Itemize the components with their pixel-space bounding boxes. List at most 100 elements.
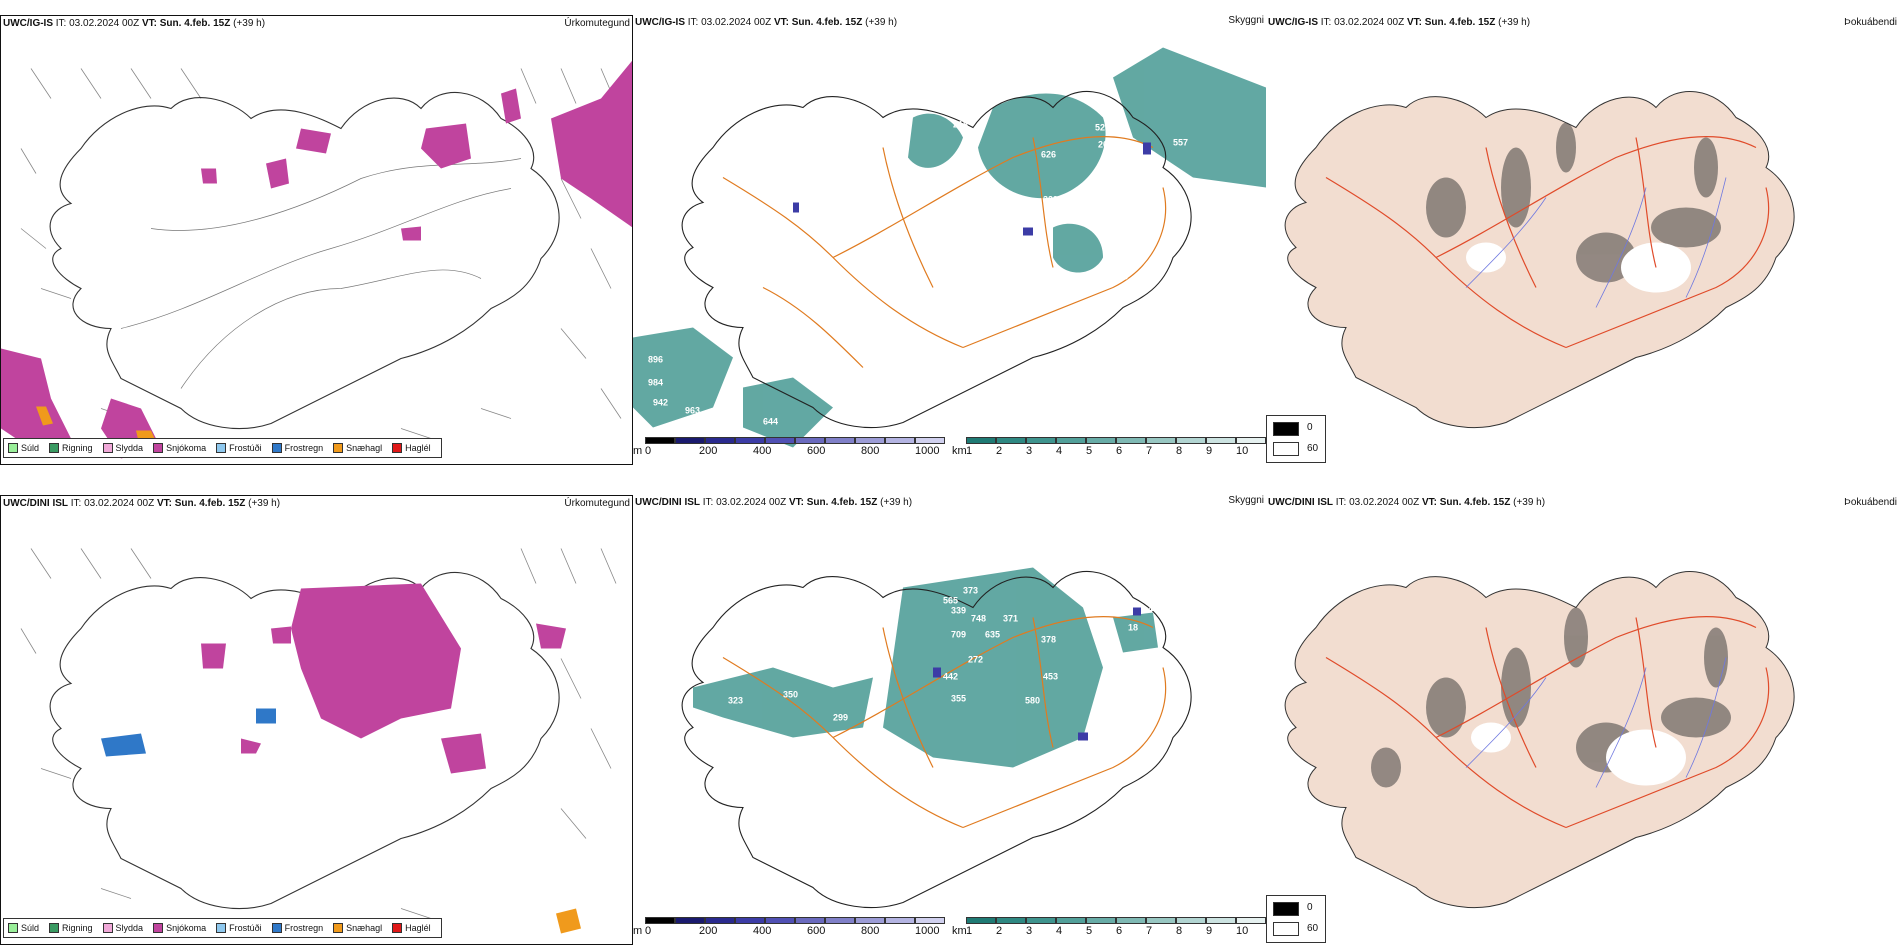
panel-title-precip-top: Úrkomutegund: [564, 18, 630, 29]
cloud-label: 355: [951, 694, 966, 704]
legend-swatch: [392, 923, 403, 933]
colorbar-tick: 2: [996, 445, 1003, 457]
legend-swatch: [392, 443, 403, 453]
cloud-label: 626: [1041, 150, 1056, 160]
colorbar-segment: [705, 437, 735, 444]
legend-swatch: [216, 923, 227, 933]
cloud-label: 218: [953, 120, 968, 130]
colorbar-segment: [1206, 917, 1236, 924]
colorbar-segment: [735, 437, 765, 444]
roads: [1325, 135, 1770, 349]
colorbar-tick: 7: [1146, 925, 1153, 937]
colorbar-segment: [825, 437, 855, 444]
it-value: 03.02.2024 00Z: [1349, 497, 1420, 508]
fog-map-top: [1284, 91, 1795, 428]
colorbar-tick: 1000: [915, 445, 940, 457]
colorbar-segment: [675, 437, 705, 444]
vt-value: Sun. 4.feb. 15Z: [159, 18, 231, 29]
fog-panel-top: UWC/IG-IS IT: 03.02.2024 00Z VT: Sun. 4.…: [1266, 15, 1899, 465]
ceiling-colorbar-bottom: 0 200 400 600 800 1000 m: [633, 917, 953, 937]
cloud-label: 207: [1098, 140, 1113, 150]
colorbar-segment: [675, 917, 705, 924]
colorbar-tick: 3: [1026, 925, 1033, 937]
cloud-map-bottom: 565 373 339 748 371 709 635 378 272 442 …: [681, 567, 1192, 909]
fog-legend-value: 0: [1307, 902, 1313, 913]
colorbar-segment: [1146, 917, 1176, 924]
cloud-label: 373: [963, 586, 978, 596]
vt-label: VT:: [1421, 497, 1437, 508]
colorbar-segment: [645, 437, 675, 444]
cloud-label: 378: [1041, 635, 1056, 645]
colorbar-tick: 8: [1176, 445, 1183, 457]
colorbar-tick: 6: [1116, 925, 1123, 937]
ceiling-unit: m: [633, 445, 643, 457]
colorbar-tick: 400: [753, 445, 772, 457]
it-value: 03.02.2024 00Z: [701, 17, 772, 28]
cloud-label: 557: [1173, 138, 1188, 148]
iceland-coast: [681, 570, 1192, 909]
cloud-label: 164: [1113, 726, 1128, 736]
cloud-label: 329: [1043, 195, 1058, 205]
vt-value: Sun. 4.feb. 15Z: [791, 17, 863, 28]
ceiling-unit: m: [633, 925, 643, 937]
legend-swatch: [102, 923, 113, 933]
cloud-label: 442: [943, 672, 958, 682]
legend-swatch: [8, 923, 18, 933]
precip-map-bottom: [20, 548, 617, 934]
colorbar-segment: [765, 917, 795, 924]
fog-legend-value: 60: [1307, 443, 1319, 454]
cloud-label: 272: [968, 655, 983, 665]
vt-label: VT:: [156, 498, 172, 509]
colorbar-segment: [1236, 917, 1266, 924]
fog-legend-top: 0 60: [1266, 415, 1326, 463]
cloud-label: 709: [951, 630, 966, 640]
colorbar-tick: 200: [699, 925, 718, 937]
fog-swatch: [1273, 902, 1299, 916]
colorbar-segment: [1176, 917, 1206, 924]
colorbar-segment: [1206, 437, 1236, 444]
header-bottom-cloud: UWC/DINI ISL IT: 03.02.2024 00Z VT: Sun.…: [635, 497, 912, 508]
it-value: 03.02.2024 00Z: [69, 18, 140, 29]
vt-value: Sun. 4.feb. 15Z: [1424, 17, 1496, 28]
precip-map-top: [1, 60, 632, 459]
legend-item: Frostúði: [216, 443, 262, 453]
colorbar-segment: [1056, 437, 1086, 444]
legend-swatch: [102, 443, 113, 453]
model-label: UWC/IG-IS: [1268, 17, 1318, 28]
model-label: UWC/IG-IS: [635, 17, 685, 28]
colorbar-segment: [915, 917, 945, 924]
cloud-label: 748: [971, 614, 986, 624]
lead-time: (+39 h): [233, 18, 266, 29]
legend-swatch: [8, 443, 18, 453]
cloud-label: 525: [1095, 123, 1110, 133]
cloud-label: 339: [951, 606, 966, 616]
cloud-label: 371: [1003, 614, 1018, 624]
cloud-label: 154: [1168, 617, 1183, 627]
cloud-areas: [633, 47, 1266, 448]
legend-item: Súld: [8, 923, 39, 933]
visibility-unit: km: [952, 925, 967, 937]
panel-title-fog-top: Þokuábendi: [1844, 17, 1897, 28]
cloud-label: 635: [985, 630, 1000, 640]
header-bottom-fog: UWC/DINI ISL IT: 03.02.2024 00Z VT: Sun.…: [1268, 497, 1545, 508]
legend-swatch: [49, 923, 60, 933]
cloud-label: 350: [783, 690, 798, 700]
legend-swatch: [333, 443, 344, 453]
vt-label: VT:: [1406, 17, 1422, 28]
it-value: 03.02.2024 00Z: [84, 498, 155, 509]
colorbar-tick: 1: [966, 925, 973, 937]
colorbar-segment: [1176, 437, 1206, 444]
visibility-colorbar-top: 1 2 3 4 5 6 7 8 9 10 km: [952, 437, 1266, 457]
cloud-label: 480: [968, 160, 983, 170]
legend-item: Frostregn: [271, 443, 323, 453]
cloud-label: 145: [1113, 272, 1128, 282]
colorbar-segment: [705, 917, 735, 924]
lead-time: (+39 h): [248, 498, 281, 509]
fog-map-bottom: [1284, 571, 1795, 908]
it-value: 03.02.2024 00Z: [716, 497, 787, 508]
colorbar-tick: 2: [996, 925, 1003, 937]
legend-item: Snæhagl: [333, 923, 382, 933]
panel-title-cloud-top: Skyggni: [1228, 15, 1264, 26]
colorbar-tick: 10: [1236, 925, 1249, 937]
legend-item: Slydda: [102, 923, 143, 933]
